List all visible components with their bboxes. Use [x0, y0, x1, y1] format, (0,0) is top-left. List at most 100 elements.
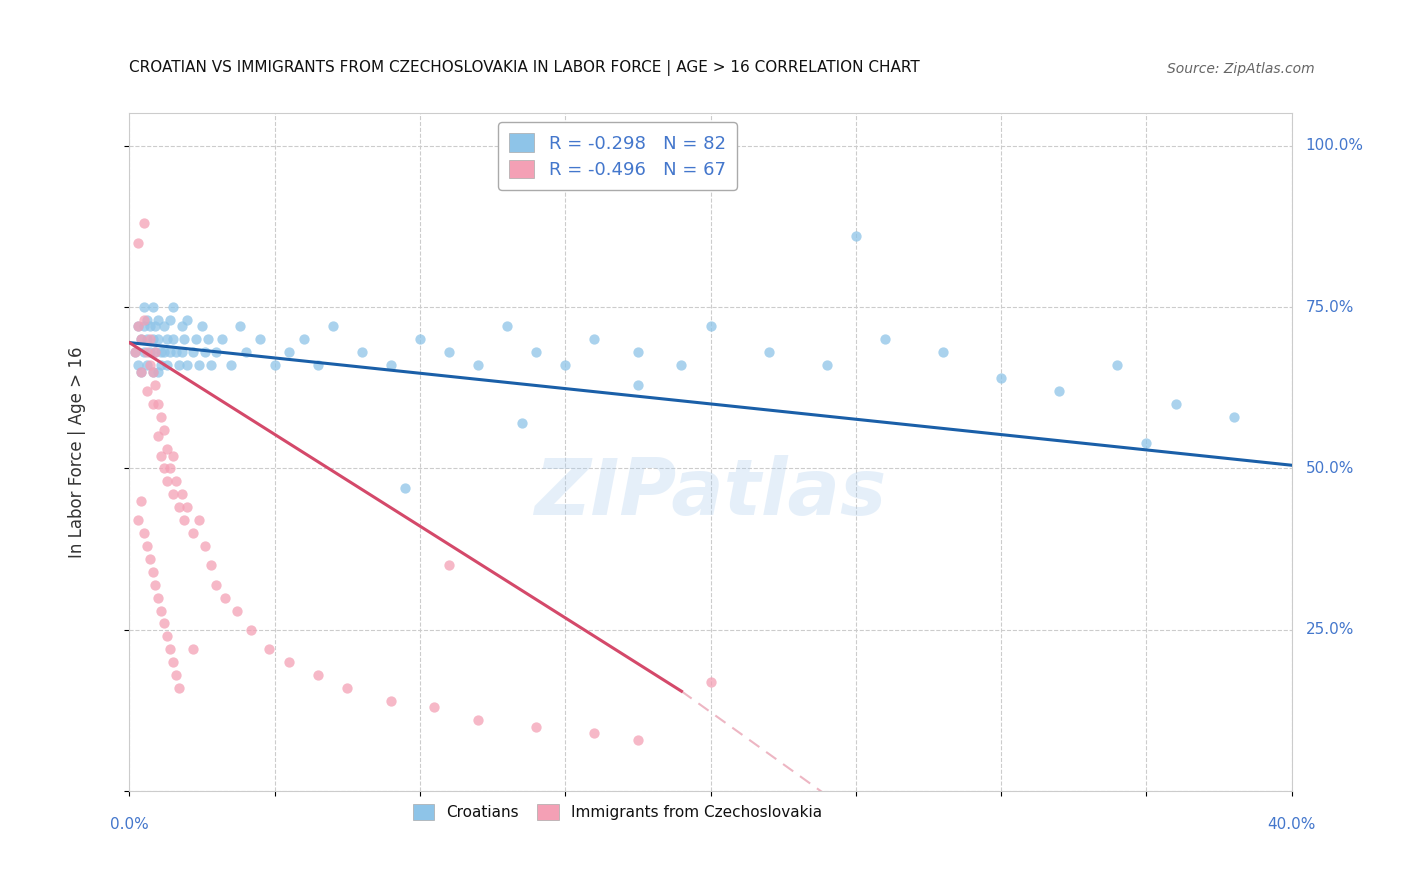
Point	[145, 319, 167, 334]
Point	[141, 332, 163, 346]
Point	[1135, 435, 1157, 450]
Point	[758, 345, 780, 359]
Point	[148, 332, 170, 346]
Point	[167, 681, 190, 695]
Point	[1222, 409, 1244, 424]
Point	[176, 313, 198, 327]
Point	[496, 319, 519, 334]
Point	[184, 332, 207, 346]
Text: 25.0%: 25.0%	[1306, 623, 1354, 638]
Point	[307, 668, 329, 682]
Point	[132, 345, 155, 359]
Point	[176, 358, 198, 372]
Point	[214, 591, 236, 605]
Point	[132, 216, 155, 230]
Point	[129, 493, 152, 508]
Point	[671, 358, 693, 372]
Point	[524, 720, 547, 734]
Point	[194, 539, 217, 553]
Point	[156, 332, 179, 346]
Point	[165, 668, 187, 682]
Point	[141, 365, 163, 379]
Text: 40.0%: 40.0%	[1268, 817, 1316, 832]
Point	[127, 235, 149, 250]
Point	[170, 319, 193, 334]
Point	[235, 345, 257, 359]
Point	[845, 229, 868, 244]
Point	[699, 674, 721, 689]
Point	[135, 332, 157, 346]
Point	[162, 300, 184, 314]
Point	[627, 345, 650, 359]
Point	[162, 655, 184, 669]
Point	[148, 591, 170, 605]
Point	[153, 616, 176, 631]
Point	[148, 429, 170, 443]
Text: 100.0%: 100.0%	[1306, 138, 1364, 153]
Point	[205, 577, 228, 591]
Point	[138, 345, 160, 359]
Point	[173, 513, 195, 527]
Point	[188, 513, 211, 527]
Point	[148, 313, 170, 327]
Point	[162, 449, 184, 463]
Point	[583, 332, 606, 346]
Point	[240, 623, 263, 637]
Point	[132, 526, 155, 541]
Point	[1107, 358, 1129, 372]
Point	[554, 358, 576, 372]
Point	[467, 713, 489, 727]
Point	[197, 332, 219, 346]
Point	[165, 345, 187, 359]
Point	[437, 558, 460, 573]
Point	[583, 726, 606, 740]
Point	[127, 513, 149, 527]
Point	[145, 345, 167, 359]
Point	[129, 365, 152, 379]
Legend: Croatians, Immigrants from Czechoslovakia: Croatians, Immigrants from Czechoslovaki…	[405, 797, 830, 828]
Point	[156, 442, 179, 456]
Point	[150, 449, 173, 463]
Point	[1047, 384, 1070, 398]
Point	[336, 681, 359, 695]
Point	[159, 642, 181, 657]
Point	[135, 384, 157, 398]
Point	[162, 332, 184, 346]
Point	[132, 319, 155, 334]
Point	[150, 409, 173, 424]
Point	[159, 345, 181, 359]
Point	[191, 319, 214, 334]
Point	[167, 358, 190, 372]
Point	[524, 345, 547, 359]
Point	[627, 732, 650, 747]
Point	[124, 345, 146, 359]
Point	[167, 500, 190, 515]
Point	[132, 313, 155, 327]
Point	[170, 487, 193, 501]
Point	[990, 371, 1012, 385]
Point	[409, 332, 432, 346]
Point	[153, 345, 176, 359]
Point	[124, 345, 146, 359]
Point	[135, 313, 157, 327]
Point	[153, 423, 176, 437]
Point	[156, 475, 179, 489]
Point	[181, 642, 204, 657]
Point	[1164, 397, 1187, 411]
Point	[150, 358, 173, 372]
Point	[170, 345, 193, 359]
Point	[423, 700, 446, 714]
Point	[873, 332, 896, 346]
Point	[228, 319, 250, 334]
Point	[159, 313, 181, 327]
Text: 75.0%: 75.0%	[1306, 300, 1354, 315]
Point	[132, 300, 155, 314]
Point	[510, 417, 533, 431]
Point	[138, 358, 160, 372]
Point	[156, 629, 179, 643]
Point	[159, 461, 181, 475]
Point	[148, 397, 170, 411]
Point	[173, 332, 195, 346]
Point	[129, 332, 152, 346]
Point	[176, 500, 198, 515]
